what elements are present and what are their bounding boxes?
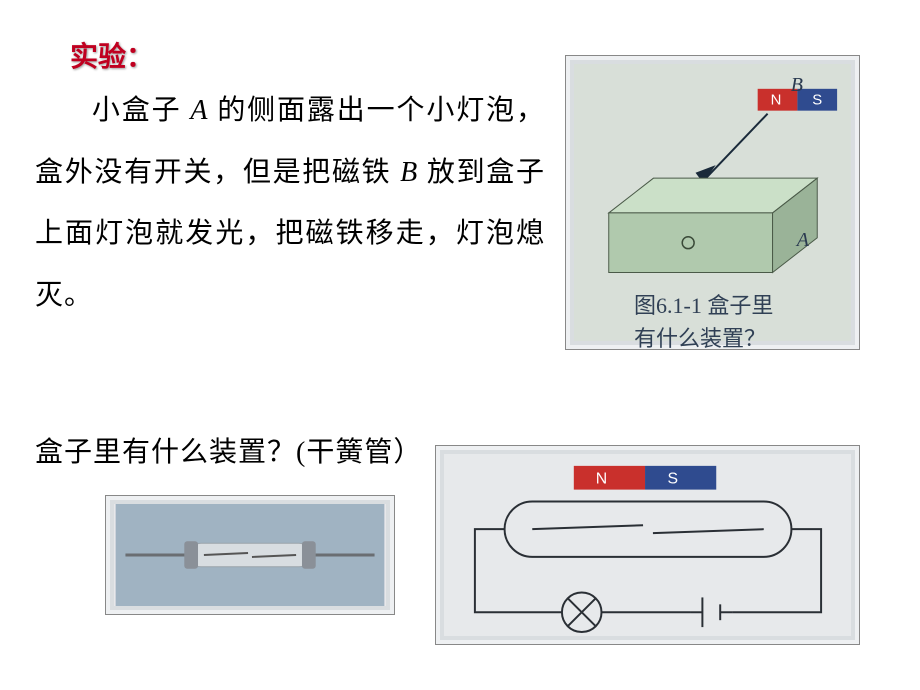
figure-1-label-a: A [797, 229, 809, 252]
question-prefix: 盒子里有什么装置？( [35, 437, 306, 468]
question-answer: 干簧管 [306, 437, 393, 468]
circuit-magnet-s: S [667, 471, 678, 488]
circuit-wires [475, 529, 821, 612]
battery-icon [691, 597, 733, 627]
figure-1-box-magnet: N S B A 图6.1-1 盒子里 有什么装置？ [565, 55, 860, 350]
figure-2-scene [114, 504, 386, 606]
figure-3-svg: N S [444, 454, 851, 636]
figure-1-caption: 图6.1-1 盒子里 有什么装置？ [634, 289, 773, 355]
figure-3-circuit: N S [435, 445, 860, 645]
box-3d-icon [609, 178, 817, 272]
lamp-icon [562, 592, 602, 632]
magnet-n-label: N [771, 93, 782, 109]
variable-b: B [400, 157, 418, 188]
figure-1-caption-line1: 图6.1-1 盒子里 [634, 289, 773, 322]
figure-2-reed-photo [105, 495, 395, 615]
para-text-1: 小盒子 [91, 95, 190, 126]
magnet-s-label: S [812, 93, 822, 109]
figure-2-svg [114, 504, 386, 606]
reed-switch-icon [505, 501, 792, 556]
question-line: 盒子里有什么装置？(干簧管） [35, 430, 422, 470]
experiment-heading: 实验： [70, 35, 154, 75]
figure-1-label-b: B [791, 74, 803, 97]
experiment-description: 小盒子 A 的侧面露出一个小灯泡，盒外没有开关，但是把磁铁 B 放到盒子上面灯泡… [35, 80, 545, 326]
arrow-icon [697, 114, 767, 182]
question-suffix: ） [393, 437, 422, 468]
figure-1-caption-line2: 有什么装置？ [634, 322, 773, 355]
figure-1-scene: N S B A 图6.1-1 盒子里 有什么装置？ [574, 64, 851, 341]
variable-a: A [190, 95, 208, 126]
circuit-magnet-n: N [596, 471, 607, 488]
figure-3-scene: N S [444, 454, 851, 636]
circuit-magnet-icon: N S [574, 466, 716, 490]
